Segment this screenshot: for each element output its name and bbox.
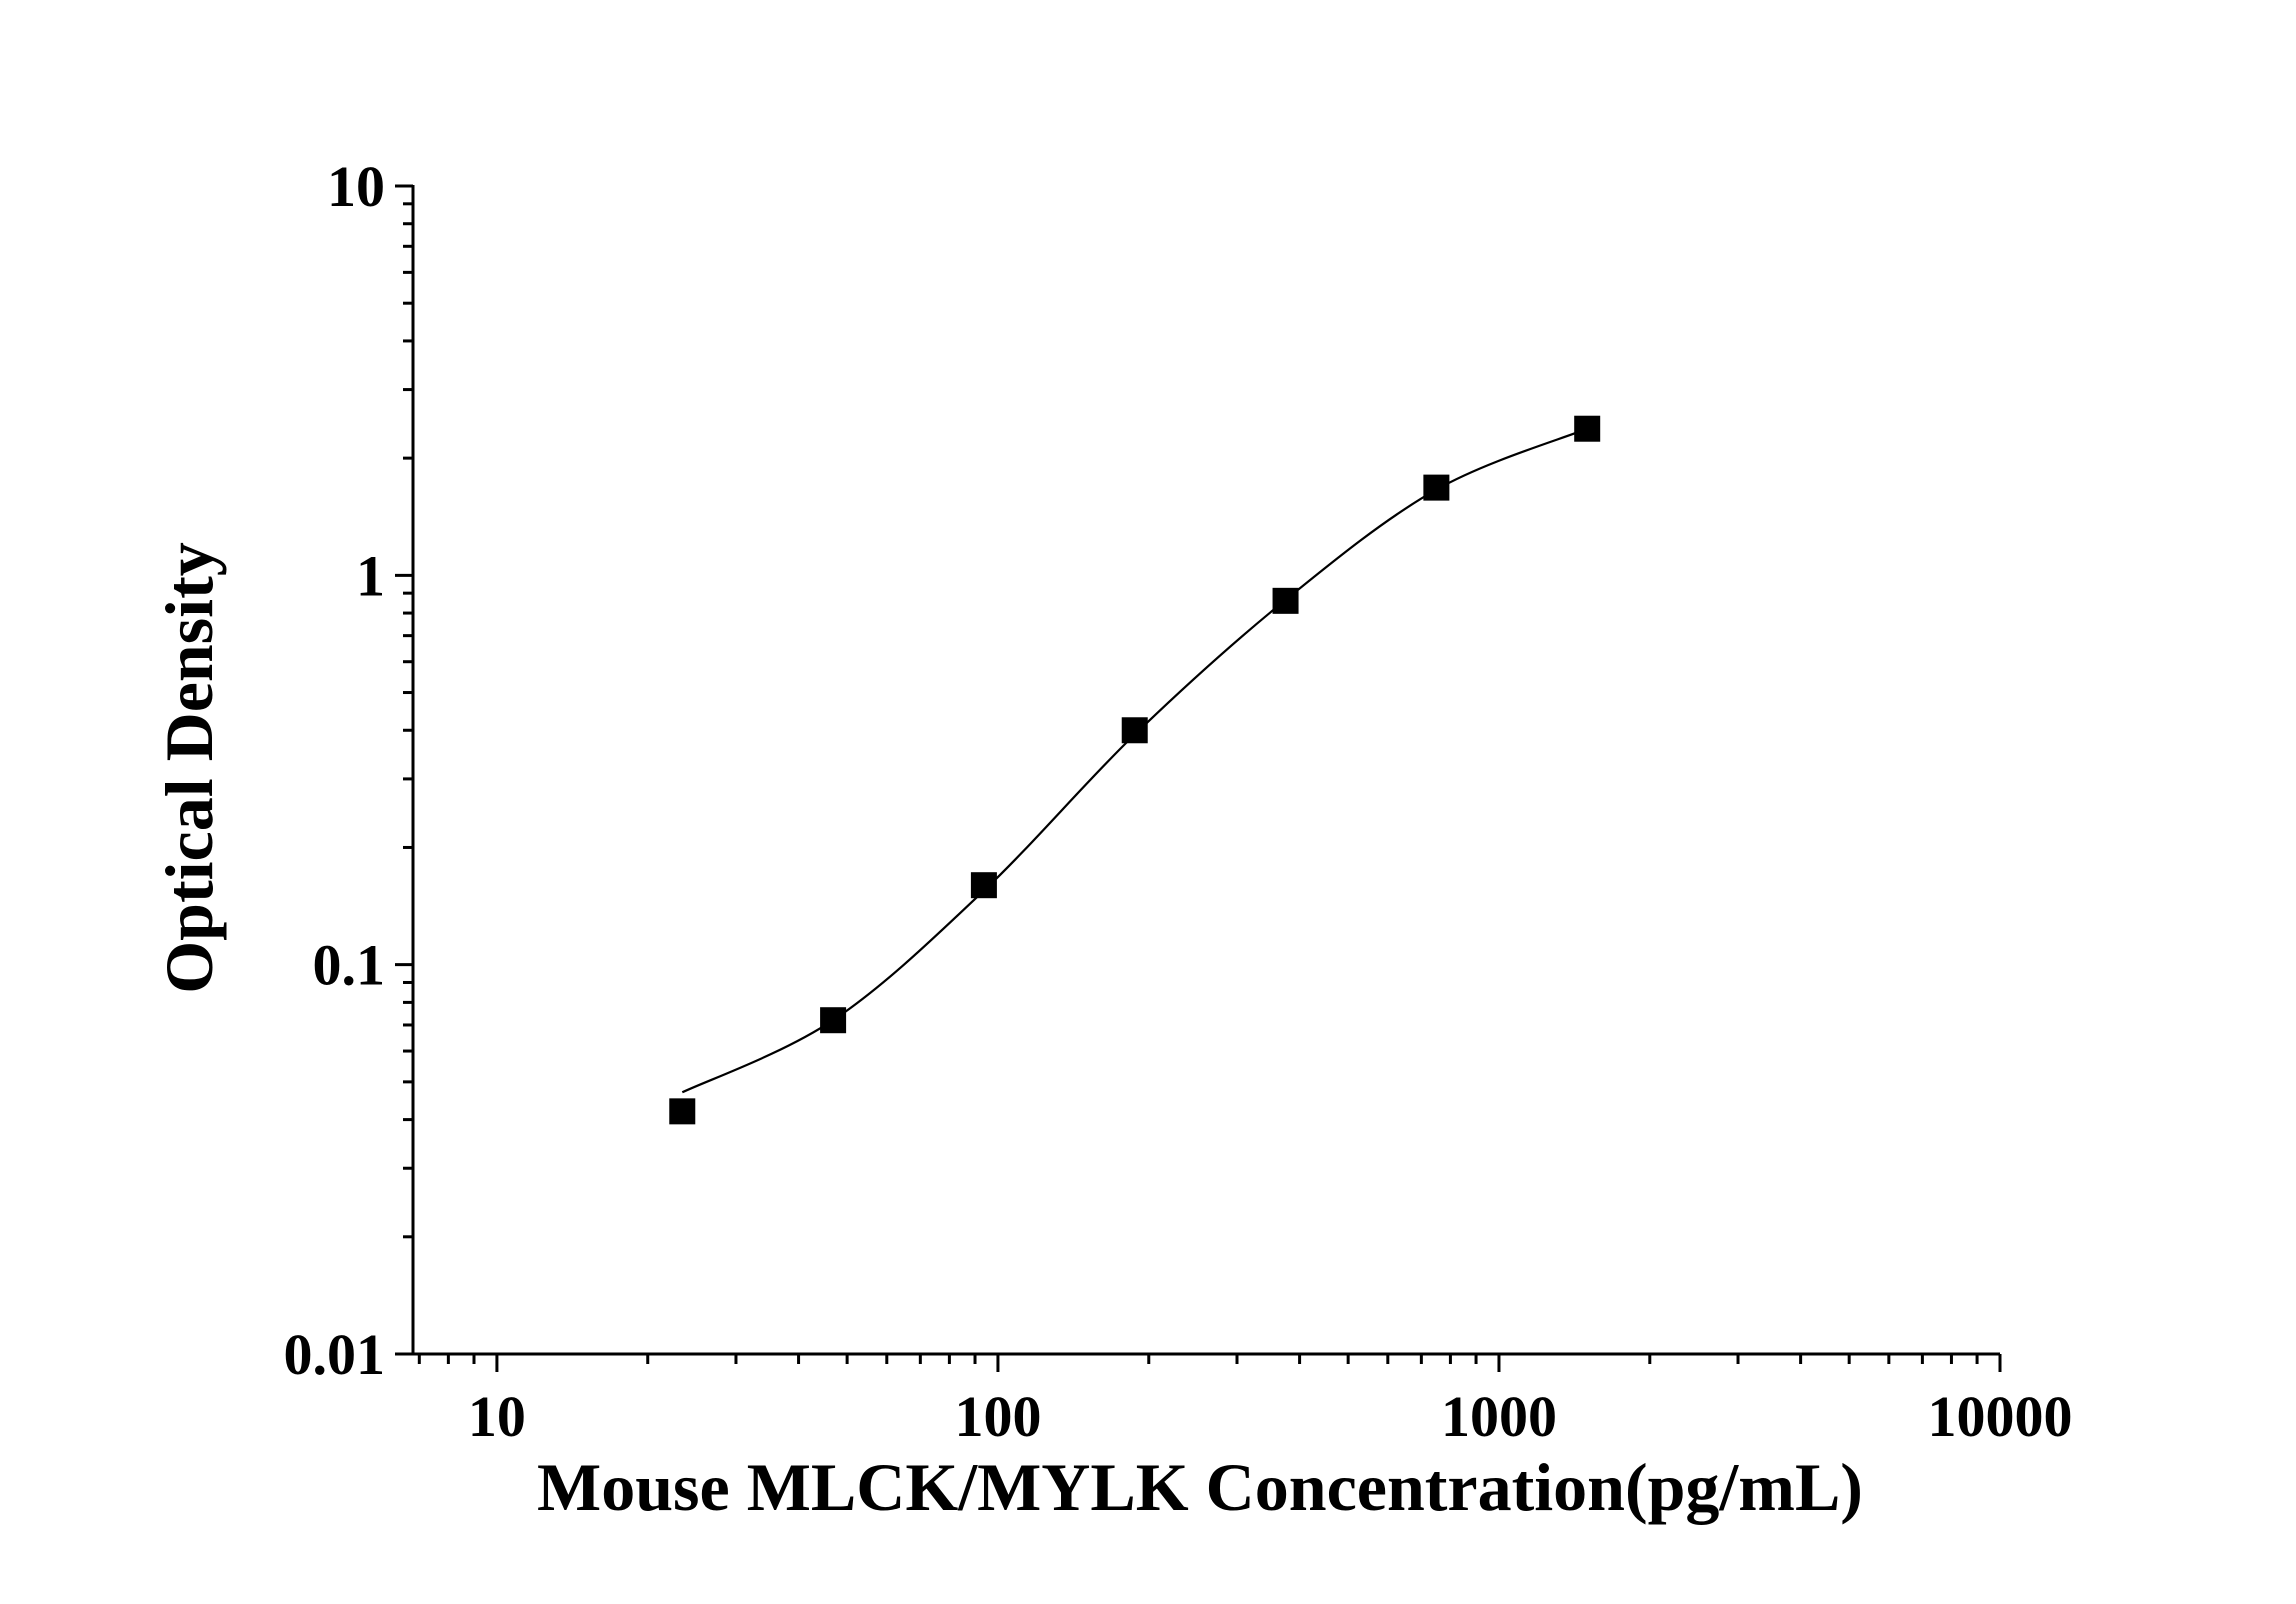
data-point-marker	[820, 1007, 847, 1034]
x-tick-label: 10	[468, 1384, 526, 1449]
data-point-marker	[669, 1098, 696, 1125]
data-point-marker	[1574, 415, 1601, 442]
data-point-marker	[970, 872, 997, 899]
data-point-marker	[1272, 587, 1299, 614]
x-tick-label: 1000	[1441, 1384, 1557, 1449]
data-points-layer	[669, 415, 1601, 1125]
x-tick-label: 10000	[1928, 1384, 2073, 1449]
y-tick-label: 10	[327, 154, 385, 219]
axes	[395, 184, 2002, 1372]
y-axis-title: Optical Density	[151, 542, 227, 993]
x-tick-label: 100	[954, 1384, 1041, 1449]
fit-curve-layer	[681, 427, 1588, 1094]
x-axis-title: Mouse MLCK/MYLK Concentration(pg/mL)	[537, 1449, 1863, 1525]
y-tick-label: 0.01	[284, 1322, 386, 1387]
fit-curve-line	[681, 427, 1588, 1094]
labels-layer: Mouse MLCK/MYLK Concentration(pg/mL) Opt…	[151, 154, 2073, 1525]
data-point-marker	[1423, 474, 1450, 501]
data-point-marker	[1121, 717, 1148, 744]
y-tick-label: 0.1	[313, 933, 386, 998]
y-tick-label: 1	[356, 543, 385, 608]
